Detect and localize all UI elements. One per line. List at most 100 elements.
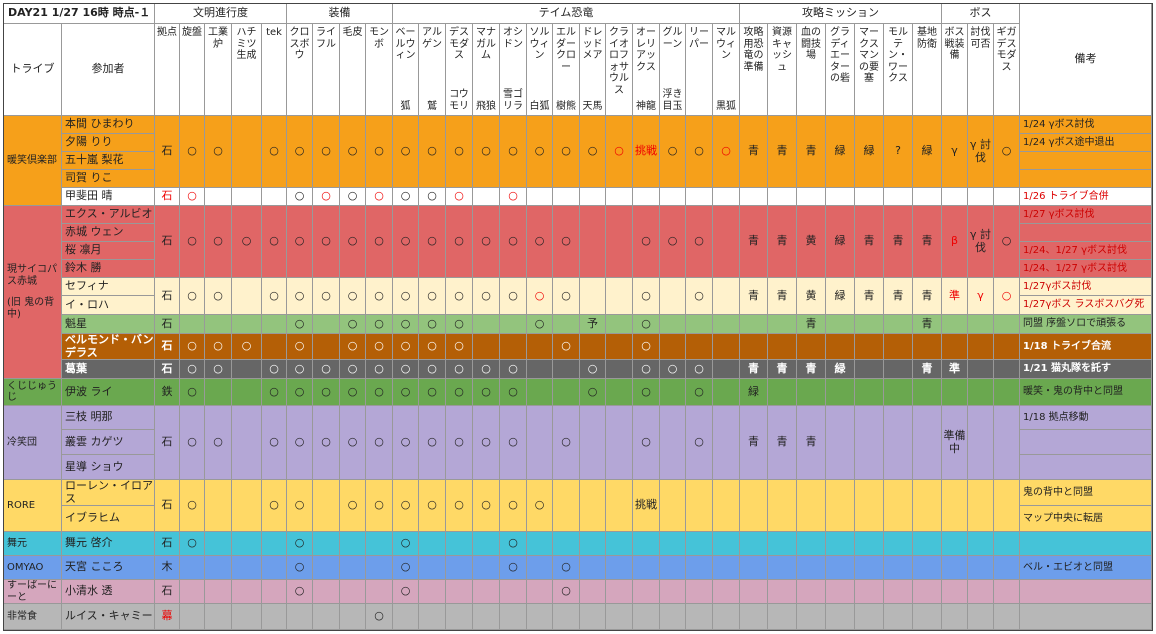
cell	[884, 556, 913, 580]
cell	[942, 334, 968, 360]
column-name: デスモダス	[449, 27, 469, 61]
cell	[473, 556, 500, 580]
cell: 青	[768, 278, 797, 315]
cell	[855, 406, 884, 480]
remark: 暖笑・鬼の背中と同盟	[1020, 379, 1152, 406]
cell	[660, 315, 686, 334]
cell: 石	[155, 315, 180, 334]
cell: ○	[527, 206, 553, 278]
cell: 青	[740, 360, 768, 379]
cell	[232, 480, 262, 532]
cell: ○	[419, 480, 446, 532]
cell: ○	[713, 116, 740, 188]
remark: マップ中央に転居	[1020, 506, 1152, 532]
cell: β	[942, 206, 968, 278]
cell	[797, 188, 826, 206]
tribe-label: 暖笑倶楽部	[7, 154, 57, 166]
cell	[768, 315, 797, 334]
cell: ○	[287, 406, 313, 480]
cell	[419, 580, 446, 604]
cell	[419, 604, 446, 630]
cell: 準備中	[942, 406, 968, 480]
cell: ○	[393, 334, 419, 360]
cell: ○	[180, 480, 205, 532]
member-name: 小清水 透	[62, 580, 155, 604]
remark	[1020, 455, 1152, 480]
cell	[262, 188, 287, 206]
cell: ○	[340, 406, 366, 480]
remark: 1/27γボス討伐	[1020, 278, 1152, 296]
column-header: 旋盤	[180, 24, 205, 116]
member-name: 葛葉	[62, 360, 155, 379]
cell: 青	[913, 278, 942, 315]
cell: ○	[180, 188, 205, 206]
cell: γ 討伐	[968, 206, 994, 278]
cell: ○	[287, 480, 313, 532]
cell: 緑	[913, 116, 942, 188]
cell: ○	[994, 116, 1020, 188]
cell	[768, 580, 797, 604]
remark: 1/26 トライブ合併	[1020, 188, 1152, 206]
cell	[205, 556, 232, 580]
column-name: オシドン	[503, 27, 523, 50]
cell: ○	[994, 278, 1020, 315]
cell: ○	[313, 278, 340, 315]
cell	[740, 532, 768, 556]
cell: 鉄	[155, 379, 180, 406]
cell	[606, 360, 633, 379]
column-header: 拠点	[155, 24, 180, 116]
cell	[660, 580, 686, 604]
cell	[686, 480, 713, 532]
cell	[580, 188, 606, 206]
cell	[446, 556, 473, 580]
cell	[232, 556, 262, 580]
group-header: テイム恐竜	[393, 4, 740, 24]
cell: ○	[366, 206, 393, 278]
cell: ○	[287, 556, 313, 580]
cell	[826, 406, 855, 480]
cell	[180, 556, 205, 580]
cell	[884, 379, 913, 406]
column-header: モルテン・ワークス	[884, 24, 913, 116]
member-name: 天宮 こころ	[62, 556, 155, 580]
cell: ○	[500, 188, 527, 206]
member-name: ベルモンド・バンデラス	[62, 334, 155, 360]
cell	[913, 604, 942, 630]
tribe-name: くじじゅうじ	[4, 379, 62, 406]
column-name: マナガルム	[476, 27, 496, 61]
remark: 1/24 γボス途中退出	[1020, 134, 1152, 152]
cell	[262, 334, 287, 360]
cell	[768, 188, 797, 206]
cell	[313, 480, 340, 532]
cell	[913, 580, 942, 604]
cell: ○	[205, 206, 232, 278]
cell	[553, 360, 580, 379]
cell: ○	[419, 334, 446, 360]
cell: ○	[446, 315, 473, 334]
remark	[1020, 170, 1152, 188]
cell	[606, 580, 633, 604]
cell: 青	[913, 360, 942, 379]
cell: 石	[155, 206, 180, 278]
tribe-label: すーぱーにーと	[7, 580, 57, 603]
column-sub: コウモリ	[449, 89, 469, 112]
column-name: ハチミツ生成	[236, 27, 257, 61]
cell	[713, 278, 740, 315]
cell	[797, 379, 826, 406]
column-name: tek	[266, 27, 282, 38]
member-name: 鈴木 勝	[62, 260, 155, 278]
cell	[393, 604, 419, 630]
cell	[826, 556, 855, 580]
column-name: ドレッドメア	[582, 27, 603, 61]
cell: ○	[340, 188, 366, 206]
cell	[340, 604, 366, 630]
column-header: マナガルム 飛狼	[473, 24, 500, 116]
cell	[660, 556, 686, 580]
cell: ○	[393, 206, 419, 278]
group-header: ボス	[942, 4, 1020, 24]
cell	[768, 334, 797, 360]
cell	[797, 532, 826, 556]
cell: ○	[393, 278, 419, 315]
cell	[473, 188, 500, 206]
cell	[855, 604, 884, 630]
